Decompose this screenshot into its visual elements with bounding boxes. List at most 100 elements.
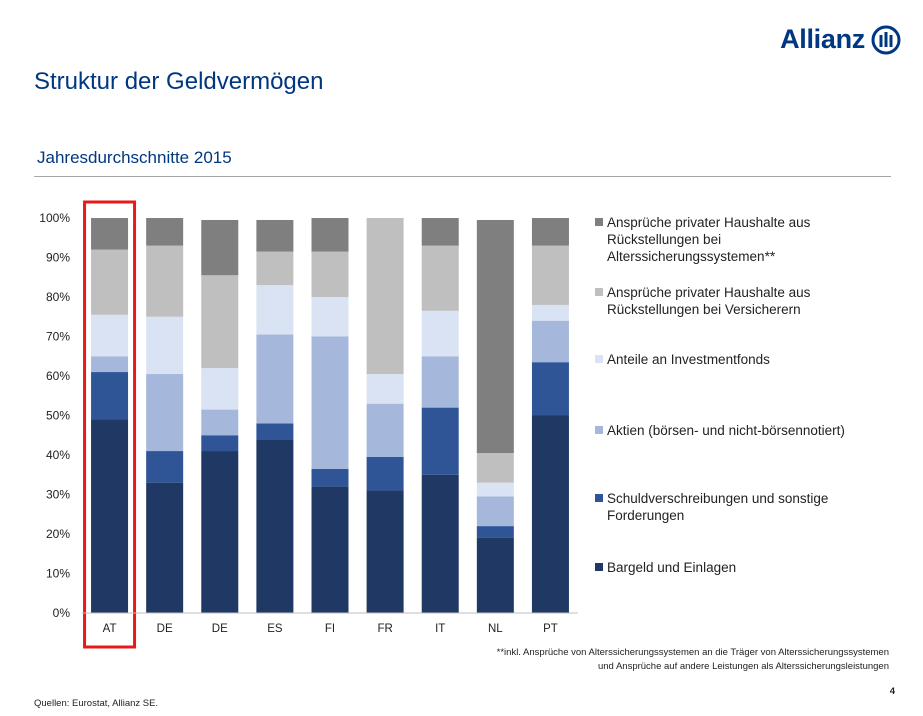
source-note: Quellen: Eurostat, Allianz SE. <box>34 698 159 709</box>
y-tick-label: 90% <box>46 251 70 265</box>
bar-segment-es-4 <box>256 285 294 335</box>
bar-segment-at-5 <box>91 249 129 315</box>
y-tick-label: 100% <box>39 211 70 225</box>
legend-label: Aktien (börsen- und nicht-börsennotiert) <box>607 423 845 438</box>
bar-segment-fi-4 <box>311 297 349 337</box>
bar-segment-fr-3 <box>366 403 404 457</box>
x-tick-label: DE <box>157 623 173 635</box>
footnote-line-2: und Ansprüche auf andere Leistungen als … <box>597 661 889 672</box>
x-tick-label: IT <box>435 623 445 635</box>
legend-swatch <box>595 494 603 502</box>
bar-segment-es-3 <box>256 334 294 424</box>
bar-segment-nl-3 <box>476 496 514 527</box>
bar-segment-at-2 <box>91 372 129 420</box>
bar-segment-fi-1 <box>311 486 349 613</box>
bar-segment-de-4 <box>146 316 184 375</box>
bar-segment-pt-2 <box>531 362 569 416</box>
bar-segment-fi-3 <box>311 336 349 469</box>
bar-segment-fr-2 <box>366 456 404 491</box>
legend-item: Ansprüche privater Haushalte aus Rückste… <box>595 214 869 265</box>
bar-segment-pt-3 <box>531 320 569 363</box>
bar-segment-at-4 <box>91 314 129 357</box>
bar-segment-fr-4 <box>366 374 404 404</box>
y-tick-label: 30% <box>46 488 70 502</box>
bar-segment-es-1 <box>256 439 294 613</box>
y-tick-label: 70% <box>46 330 70 344</box>
y-tick-label: 20% <box>46 527 70 541</box>
legend-item: Anteile an Investmentfonds <box>595 351 869 368</box>
bar-segment-fr-1 <box>366 490 404 613</box>
legend-item: Schuldverschreibungen und sonstige Forde… <box>595 490 869 524</box>
bar-segment-it-3 <box>421 356 459 408</box>
x-tick-label: FI <box>325 623 335 635</box>
y-tick-label: 60% <box>46 369 70 383</box>
bar-segment-de-2 <box>146 451 184 483</box>
footnote: **inkl. Ansprüche von Alterssicherungssy… <box>389 646 889 674</box>
bar-segment-pt-6 <box>531 218 569 246</box>
legend-swatch <box>595 563 603 571</box>
bar-segment-nl-6 <box>476 219 514 454</box>
legend-label: Schuldverschreibungen und sonstige Forde… <box>607 491 829 523</box>
legend-label: Anteile an Investmentfonds <box>607 352 770 367</box>
legend-swatch <box>595 426 603 434</box>
y-tick-label: 50% <box>46 409 70 423</box>
bar-segment-es-2 <box>256 423 294 440</box>
bar-segment-de-1 <box>146 482 184 613</box>
bar-segment-fi-6 <box>311 218 349 252</box>
bar-segment-fi-5 <box>311 251 349 297</box>
page-number: 4 <box>889 686 895 697</box>
bar-segment-de-5 <box>146 245 184 317</box>
y-tick-label: 10% <box>46 567 70 581</box>
bar-segment-nl-5 <box>476 453 514 483</box>
allianz-eagle-icon <box>871 25 901 54</box>
x-tick-label: DE <box>212 623 228 635</box>
bar-segment-es-6 <box>256 219 294 252</box>
bar-segment-fi-2 <box>311 468 349 487</box>
x-tick-label: AT <box>103 623 117 635</box>
bar-segment-it-1 <box>421 474 459 613</box>
legend-label: Ansprüche privater Haushalte aus Rückste… <box>607 285 811 317</box>
bar-segment-nl-4 <box>476 482 514 497</box>
bar-segment-de-6 <box>201 219 239 276</box>
legend-label: Ansprüche privater Haushalte aus Rückste… <box>607 215 811 264</box>
y-tick-label: 0% <box>53 606 71 620</box>
x-tick-label: PT <box>543 623 558 635</box>
legend-item: Ansprüche privater Haushalte aus Rückste… <box>595 284 869 318</box>
bar-segment-de-3 <box>146 374 184 452</box>
bar-segment-it-5 <box>421 245 459 311</box>
legend-swatch <box>595 288 603 296</box>
bar-segment-it-4 <box>421 310 459 357</box>
divider <box>34 176 891 177</box>
legend-item: Bargeld und Einlagen <box>595 559 869 576</box>
chart-subtitle: Jahresdurchschnitte 2015 <box>37 148 232 167</box>
bar-segment-es-5 <box>256 251 294 286</box>
bar-segment-it-2 <box>421 407 459 475</box>
bar-segment-at-6 <box>91 218 129 250</box>
bar-segment-at-3 <box>91 356 129 373</box>
footnote-line-1: **inkl. Ansprüche von Alterssicherungssy… <box>496 647 889 658</box>
bar-segment-nl-2 <box>476 526 514 538</box>
bar-segment-pt-5 <box>531 245 569 305</box>
bar-segment-pt-1 <box>531 415 569 613</box>
highlight-box-at <box>83 200 137 649</box>
bar-segment-de-6 <box>146 218 184 246</box>
legend-item: Aktien (börsen- und nicht-börsennotiert) <box>595 422 869 439</box>
bar-segment-pt-4 <box>531 304 569 321</box>
bar-segment-nl-1 <box>476 537 514 613</box>
brand-name: Allianz <box>780 24 865 54</box>
allianz-logo: Allianz <box>780 24 901 55</box>
legend-swatch <box>595 355 603 363</box>
x-tick-label: FR <box>377 623 392 635</box>
y-tick-label: 40% <box>46 448 70 462</box>
x-tick-label: ES <box>267 623 283 635</box>
bar-segment-de-4 <box>201 368 239 410</box>
x-tick-label: NL <box>488 623 503 635</box>
bar-segment-de-5 <box>201 275 239 369</box>
bar-segment-it-6 <box>421 218 459 246</box>
bar-segment-de-2 <box>201 435 239 452</box>
bar-segment-de-3 <box>201 409 239 436</box>
legend-swatch <box>595 218 603 226</box>
page-title: Struktur der Geldvermögen <box>34 68 324 95</box>
bar-segment-fr-5 <box>366 218 404 375</box>
